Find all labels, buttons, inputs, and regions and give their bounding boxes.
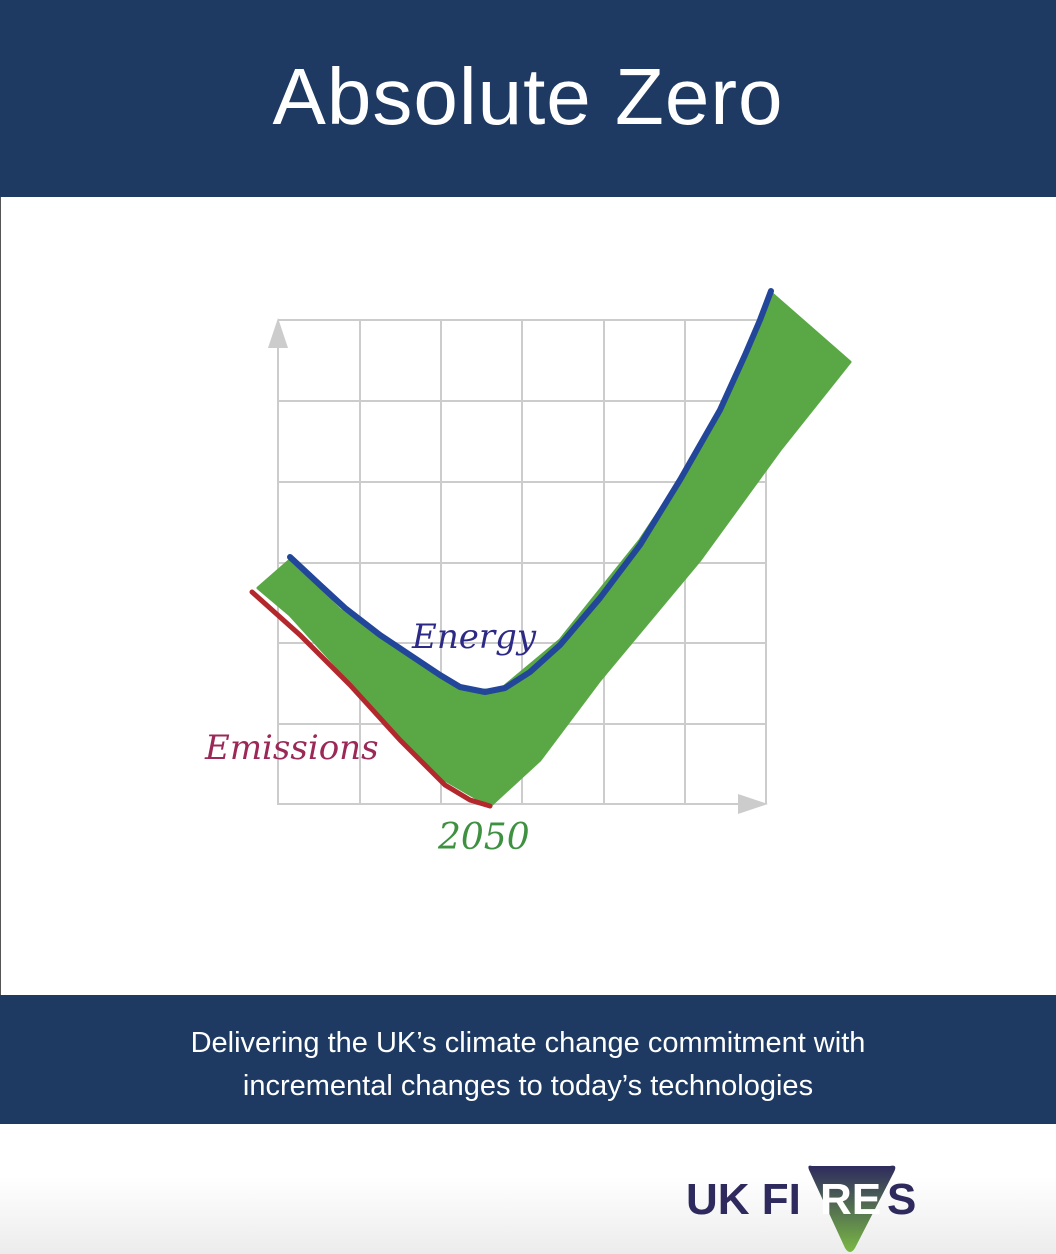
- emissions-line: [249, 589, 493, 809]
- subtitle: Delivering the UK’s climate change commi…: [0, 1022, 1056, 1108]
- logo-triangle-icon: [808, 1165, 896, 1252]
- x-axis-arrow-icon: [738, 794, 768, 814]
- energy-label: Energy: [411, 617, 537, 657]
- svg-text:S: S: [887, 1175, 916, 1224]
- svg-text:UK FI: UK FI: [686, 1175, 801, 1224]
- grid: [277, 319, 767, 805]
- uk-fires-logo: UK FI RE S: [686, 1165, 916, 1252]
- page-title: Absolute Zero: [272, 52, 784, 141]
- subtitle-band: [0, 995, 1056, 1124]
- y-axis-arrow-icon: [268, 318, 288, 348]
- title-band: [0, 0, 1056, 197]
- subtitle-line-2: incremental changes to today’s technolog…: [242, 1070, 814, 1102]
- year-label: 2050: [437, 817, 530, 858]
- energy-line: [287, 288, 774, 695]
- svg-text:RE: RE: [820, 1175, 881, 1224]
- energy-emissions-illustration: Energy Emissions 2050: [204, 288, 852, 858]
- emissions-label: Emissions: [204, 728, 379, 768]
- page-edge: [0, 197, 1, 995]
- subtitle-line-1: Delivering the UK’s climate change commi…: [190, 1027, 866, 1059]
